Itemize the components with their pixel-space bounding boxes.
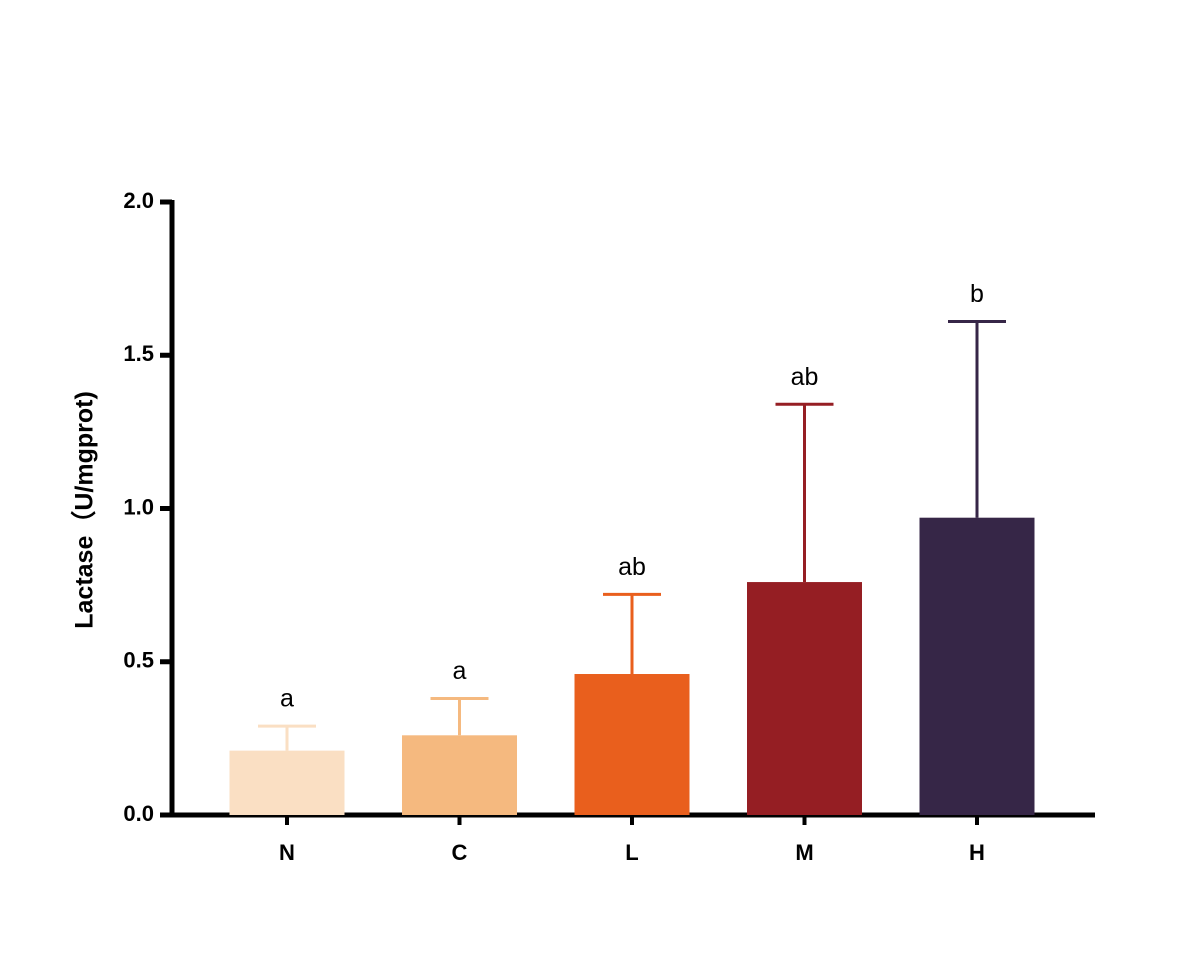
bar [919,517,1035,815]
x-tick-label: L [625,840,638,865]
error-bar [948,320,1006,518]
y-tick-label: 2.0 [123,188,154,213]
y-tick-label: 1.0 [123,494,154,519]
bar [402,735,517,815]
y-tick-label: 0.5 [123,648,154,673]
error-bar [775,402,834,583]
y-tick-label: 0.0 [123,801,154,826]
bar [574,674,690,815]
error-bar [603,592,661,675]
x-tick-label: H [969,840,985,865]
significance-label: a [280,685,294,713]
bar [229,750,345,815]
bar [747,582,862,815]
significance-label: ab [618,553,646,581]
error-bar [430,697,489,736]
x-tick-label: N [279,840,295,865]
significance-label: a [453,657,467,685]
x-tick-label: M [795,840,813,865]
error-bar [258,724,316,751]
y-axis-label: Lactase（U/mgprot) [70,391,99,629]
x-tick-label: C [452,840,468,865]
significance-label: b [970,280,984,308]
significance-label: ab [791,363,819,391]
y-tick-label: 1.5 [123,341,154,366]
